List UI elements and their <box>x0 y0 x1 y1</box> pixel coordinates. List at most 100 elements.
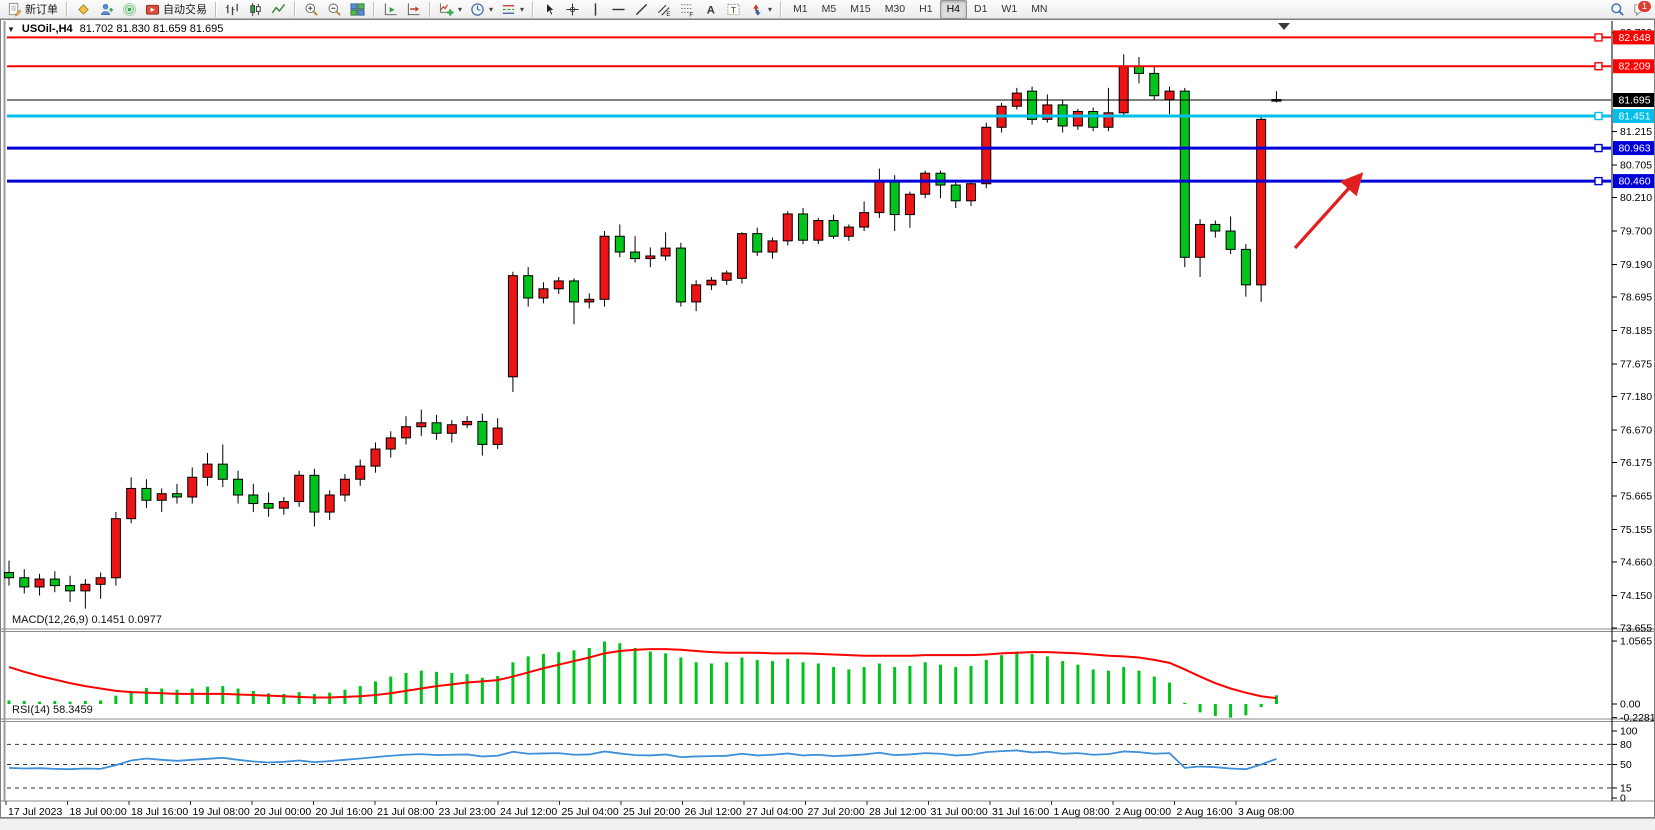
macd-histogram-bar <box>236 688 240 704</box>
candle <box>1256 118 1267 286</box>
line-handle[interactable] <box>1594 33 1603 42</box>
macd-histogram-bar <box>435 671 439 704</box>
text-button[interactable]: A <box>699 0 722 19</box>
candle <box>752 233 763 253</box>
macd-indicator-label: MACD(12,26,9) 0.1451 0.0977 <box>12 614 162 626</box>
tiles-icon <box>350 2 365 17</box>
trend-arrow-annotation[interactable] <box>1293 172 1364 250</box>
linechart-icon <box>271 2 286 17</box>
autotrading-button[interactable]: 自动交易 <box>141 0 211 19</box>
time-axis-label: 27 Jul 20:00 <box>808 806 865 817</box>
tf-w1[interactable]: W1 <box>994 0 1024 19</box>
candle <box>920 172 931 195</box>
market-watch-icon[interactable] <box>72 0 95 19</box>
macd-histogram-bar <box>557 652 561 704</box>
price-badge-label: 80.460 <box>1618 176 1650 188</box>
text-label-button[interactable]: T <box>722 0 745 19</box>
tf-h1[interactable]: H1 <box>912 0 939 19</box>
time-axis-label: 31 Jul 16:00 <box>992 806 1049 817</box>
candle <box>416 422 427 428</box>
arrows-button[interactable]: ▾ <box>745 0 776 19</box>
price-badge-81.451 <box>1613 109 1654 124</box>
tf-m30[interactable]: M30 <box>878 0 912 19</box>
collapse-icon[interactable]: ▼ <box>7 24 15 34</box>
toolbar-separator <box>532 1 535 17</box>
candle <box>1164 90 1175 101</box>
macd-pane: 1.0565 0.00-0.2281 <box>7 636 1654 724</box>
tf-m5[interactable]: M5 <box>815 0 844 19</box>
price-badge-80.460 <box>1613 174 1654 189</box>
chart-shift-button[interactable] <box>402 0 425 19</box>
zoom-out-button[interactable] <box>323 0 346 19</box>
cursor-button[interactable] <box>538 0 561 19</box>
macd-axis-label: 1.0565 <box>1620 636 1652 648</box>
chevron-down-icon[interactable]: ▾ <box>489 4 494 14</box>
new-order-button[interactable]: 新订单 <box>3 0 62 19</box>
trendline-button[interactable] <box>630 0 653 19</box>
chart-shift-marker[interactable] <box>1278 23 1290 30</box>
indicators-button[interactable]: ▾ <box>435 0 466 19</box>
periods-button[interactable]: ▾ <box>466 0 497 19</box>
horizontal-line-button[interactable] <box>607 0 630 19</box>
vertical-line-button[interactable] <box>584 0 607 19</box>
candle <box>217 463 228 480</box>
gold-tag-icon <box>76 2 91 17</box>
candle <box>507 275 518 378</box>
price-tick-label: 80.210 <box>1620 192 1652 204</box>
crosshair-button[interactable] <box>561 0 584 19</box>
tf-m1[interactable]: M1 <box>786 0 815 19</box>
macd-histogram-bar <box>1259 704 1263 707</box>
tf-d1[interactable]: D1 <box>967 0 994 19</box>
signals-icon[interactable] <box>118 0 141 19</box>
candle <box>1179 90 1190 258</box>
tf-m15-label: M15 <box>850 3 871 15</box>
bar-chart-button[interactable] <box>221 0 244 19</box>
zoom-in-icon <box>304 2 319 17</box>
tf-h4[interactable]: H4 <box>939 0 967 19</box>
chevron-down-icon[interactable]: ▾ <box>768 4 773 14</box>
tf-d1-label: D1 <box>974 3 988 15</box>
macd-histogram-bar <box>175 689 179 704</box>
tf-m15[interactable]: M15 <box>843 0 877 19</box>
svg-text:T: T <box>731 5 736 15</box>
macd-histogram-bar <box>68 701 72 704</box>
candle <box>156 493 167 501</box>
tile-windows-button[interactable] <box>346 0 369 19</box>
community-icon[interactable] <box>95 0 118 19</box>
equidistant-channel-button[interactable]: E <box>653 0 676 19</box>
chevron-down-icon[interactable]: ▾ <box>520 4 525 14</box>
tf-mn[interactable]: MN <box>1024 0 1054 19</box>
candle <box>19 577 30 588</box>
macd-histogram-bar <box>755 659 759 704</box>
macd-histogram-bar <box>603 641 607 704</box>
zoom-in-button[interactable] <box>300 0 323 19</box>
price-tick-label: 75.665 <box>1620 490 1652 502</box>
line-handle[interactable] <box>1594 143 1603 153</box>
line-chart-button[interactable] <box>267 0 290 19</box>
line-styles-button[interactable]: ▾ <box>497 0 528 19</box>
macd-histogram-bar <box>877 663 881 704</box>
symbol-timeframe-label: USOil-,H4 <box>21 23 73 35</box>
search-button[interactable] <box>1606 0 1629 19</box>
macd-histogram-bar <box>938 664 942 704</box>
macd-histogram-bar <box>694 662 698 704</box>
fibonacci-button[interactable]: F <box>676 0 699 19</box>
macd-histogram-bar <box>160 688 164 704</box>
candle <box>736 233 747 279</box>
candle <box>171 493 182 498</box>
chat-button[interactable]: 1 <box>1629 0 1652 19</box>
line-handle[interactable] <box>1594 62 1603 71</box>
line-handle[interactable] <box>1594 111 1603 121</box>
candle <box>889 181 900 216</box>
signal-icon <box>122 2 137 17</box>
autotrading-button-label: 自动交易 <box>163 4 207 16</box>
candle <box>981 126 992 185</box>
auto-scroll-button[interactable] <box>379 0 402 19</box>
line-handle[interactable] <box>1594 176 1603 186</box>
macd-histogram-bar <box>53 701 57 704</box>
candlestick-chart-button[interactable] <box>244 0 267 19</box>
chevron-down-icon[interactable]: ▾ <box>458 4 463 14</box>
candle <box>339 478 350 496</box>
macd-histogram-bar <box>1091 669 1095 704</box>
toolbar-separator <box>215 1 217 17</box>
